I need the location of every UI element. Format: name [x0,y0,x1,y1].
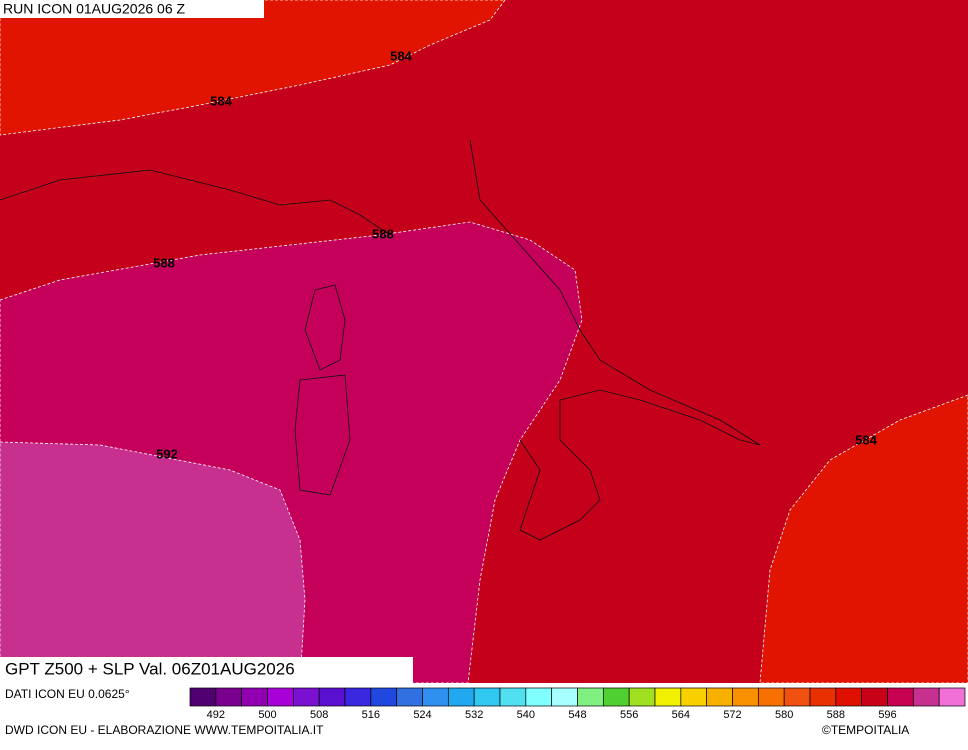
colorbar-box [654,687,682,707]
colorbar-label: 508 [310,709,328,721]
colorbar-box [628,687,656,707]
colorbar-label: 572 [723,709,741,721]
colorbar-box [577,687,604,707]
colorbar-box [783,687,811,707]
coastline [469,139,761,541]
colorbar-box [835,687,863,707]
colorbar-box [318,687,346,707]
run-label: RUN ICON 01AUG2026 06 Z [3,1,186,17]
source: DATI ICON EU 0.0625° [5,687,130,701]
colorbar-box [396,687,423,707]
contour-label: 584 [855,432,877,447]
colorbar-label: 524 [413,709,431,721]
colorbar-label: 532 [465,709,483,721]
colorbar-box [189,687,217,707]
coastline [0,169,391,236]
colorbar-box [680,687,708,707]
title-box [0,657,413,683]
colorbar-label: 564 [672,709,690,721]
colorbar-box [938,687,966,707]
colorbar-box [499,687,527,707]
title: GPT Z500 + SLP Val. 06Z01AUG2026 [5,659,295,678]
colorbar-label: 548 [568,709,586,721]
colorbar-box [551,687,578,707]
colorbar-box [706,687,733,707]
colorbar-label: 516 [362,709,380,721]
colorbar-box [292,687,320,707]
zone-above-592 [0,441,306,684]
colorbar-label: 492 [207,709,225,721]
colorbar-label: 588 [827,709,845,721]
colorbar-box [809,687,837,707]
contour-label: 584 [210,93,232,108]
colorbar-box [525,687,553,707]
colorbar-box [447,687,475,707]
brand: ©TEMPOITALIA [822,723,909,737]
map: 584 584 584 588 588 592 [0,0,968,684]
colorbar-box [861,687,888,707]
zone-below-584 [759,394,968,684]
zone-below-584 [0,0,506,136]
colorbar-box [267,687,294,707]
colorbar-box [602,687,630,707]
colorbar-label: 556 [620,709,638,721]
colorbar-box [887,687,914,707]
colorbar-label: 596 [878,709,896,721]
colorbar-box [473,687,501,707]
colorbar-box [344,687,372,707]
colorbar: 492 500 508 516 524 532 540 548 556 564 572 580 588 5… [189,687,966,721]
contour-label: 592 [156,446,178,461]
header-box [0,0,264,18]
colorbar-box [215,687,243,707]
contour-label: 588 [153,255,175,270]
colorbar-box [757,687,785,707]
colorbar-box [370,687,398,707]
islands [294,284,351,496]
colorbar-box [241,687,268,707]
colorbar-label: 500 [258,709,276,721]
credit: DWD ICON EU - ELABORAZIONE WWW.TEMPOITAL… [5,723,324,737]
colorbar-label: 540 [517,709,535,721]
colorbar-box [912,687,940,707]
contour-label: 588 [372,226,394,241]
contour-label: 584 [390,48,412,63]
colorbar-label: 580 [775,709,793,721]
colorbar-box [422,687,449,707]
colorbar-box [732,687,759,707]
